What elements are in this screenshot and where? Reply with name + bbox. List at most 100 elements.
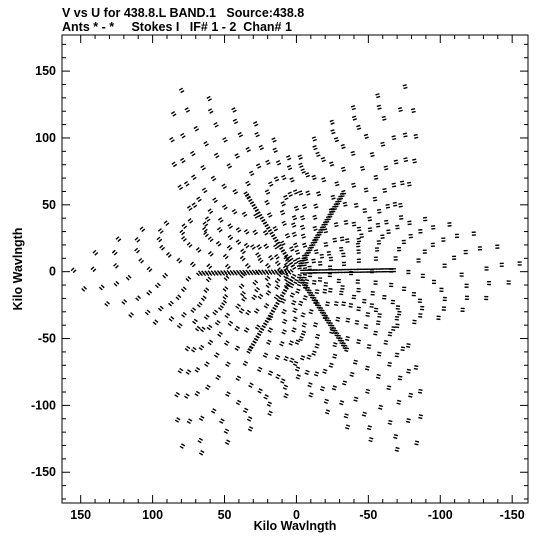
uv-point	[207, 208, 214, 215]
uv-point	[348, 303, 354, 308]
uv-point	[305, 249, 311, 255]
uv-point	[332, 329, 338, 335]
uv-point	[304, 172, 311, 178]
uv-point	[345, 317, 351, 323]
uv-point	[363, 187, 369, 193]
uv-point	[194, 366, 201, 373]
uv-point	[363, 133, 369, 139]
uv-point	[279, 340, 285, 347]
uv-point	[373, 256, 378, 261]
uv-point	[376, 104, 382, 110]
uv-point	[304, 279, 310, 284]
uv-point	[265, 282, 272, 289]
uv-point	[351, 115, 357, 121]
uv-point	[331, 269, 336, 274]
uv-point	[171, 161, 178, 168]
uv-point	[300, 330, 307, 336]
uv-point	[265, 262, 271, 269]
uv-point	[302, 284, 308, 290]
uv-point	[227, 320, 234, 327]
uv-point	[241, 211, 248, 218]
uv-point	[192, 318, 198, 325]
uv-point	[243, 242, 250, 249]
uv-point	[324, 409, 331, 415]
uv-point	[234, 153, 240, 159]
uv-point	[243, 228, 250, 235]
uv-point	[268, 254, 274, 261]
axis-ticks: 150 100 50 0 -50 -100 -150 150 100 50 0 -50 -100 -150	[31, 35, 528, 522]
chart-title-line-2: Ants * - * Stokes I IF# 1 - 2 Chan# 1	[62, 20, 292, 34]
uv-point	[293, 242, 299, 248]
uv-point	[291, 231, 297, 238]
uv-point	[341, 268, 346, 274]
uv-point	[134, 236, 141, 243]
uv-point	[400, 346, 406, 352]
uv-point	[274, 260, 281, 267]
uv-point	[215, 240, 222, 247]
uv-point	[356, 306, 361, 312]
uv-point	[263, 243, 270, 250]
uv-point	[134, 247, 140, 254]
x-tick-label: 150	[70, 508, 91, 522]
uv-point	[312, 225, 318, 232]
uv-point	[254, 286, 261, 293]
uv-point	[138, 257, 145, 264]
uv-point	[235, 227, 242, 233]
uv-point	[245, 193, 251, 199]
uv-point	[334, 331, 340, 337]
uv-point	[394, 352, 400, 358]
uv-point	[318, 306, 324, 312]
uv-point	[329, 119, 335, 125]
uv-point	[380, 141, 386, 147]
uv-point	[223, 428, 230, 435]
uv-point	[314, 289, 320, 295]
uv-point	[339, 400, 345, 406]
uv-point	[332, 205, 338, 211]
uv-point	[325, 215, 331, 221]
uv-point	[194, 325, 201, 332]
uv-point	[382, 294, 387, 300]
uv-point	[204, 361, 210, 367]
uv-point	[395, 305, 401, 310]
uv-point	[275, 160, 282, 166]
uv-point	[336, 197, 342, 203]
uv-point	[222, 286, 229, 292]
uv-point	[320, 156, 326, 163]
uv-point	[344, 268, 349, 274]
uv-point	[393, 256, 398, 261]
uv-point	[248, 170, 255, 177]
uv-point	[300, 312, 306, 318]
uv-point	[199, 326, 206, 333]
uv-point	[139, 226, 146, 233]
uv-point	[257, 366, 263, 373]
uv-point	[322, 368, 328, 374]
uv-point	[356, 339, 362, 345]
uv-point	[376, 208, 382, 214]
uv-point	[385, 268, 390, 273]
uv-point	[364, 365, 370, 371]
uv-point	[207, 339, 214, 346]
uv-point	[232, 118, 239, 125]
uv-point	[393, 433, 399, 440]
uv-point	[113, 262, 119, 269]
uv-point	[235, 303, 241, 310]
uv-point	[328, 256, 334, 262]
uv-point	[282, 384, 289, 390]
uv-point	[213, 122, 219, 128]
uv-point	[271, 137, 277, 143]
uv-point	[308, 272, 313, 278]
uv-point	[442, 296, 447, 302]
uv-point	[416, 258, 421, 263]
uv-point	[315, 151, 321, 158]
uv-point	[382, 188, 388, 193]
uv-point	[349, 270, 354, 276]
uv-point	[174, 391, 180, 398]
uv-point	[202, 221, 209, 228]
uv-point	[357, 268, 362, 273]
uv-point	[257, 257, 264, 264]
uv-point	[316, 191, 322, 197]
uv-point	[222, 253, 229, 260]
y-tick-label: -50	[38, 332, 56, 346]
uv-point	[321, 177, 327, 183]
uv-point	[359, 233, 364, 239]
